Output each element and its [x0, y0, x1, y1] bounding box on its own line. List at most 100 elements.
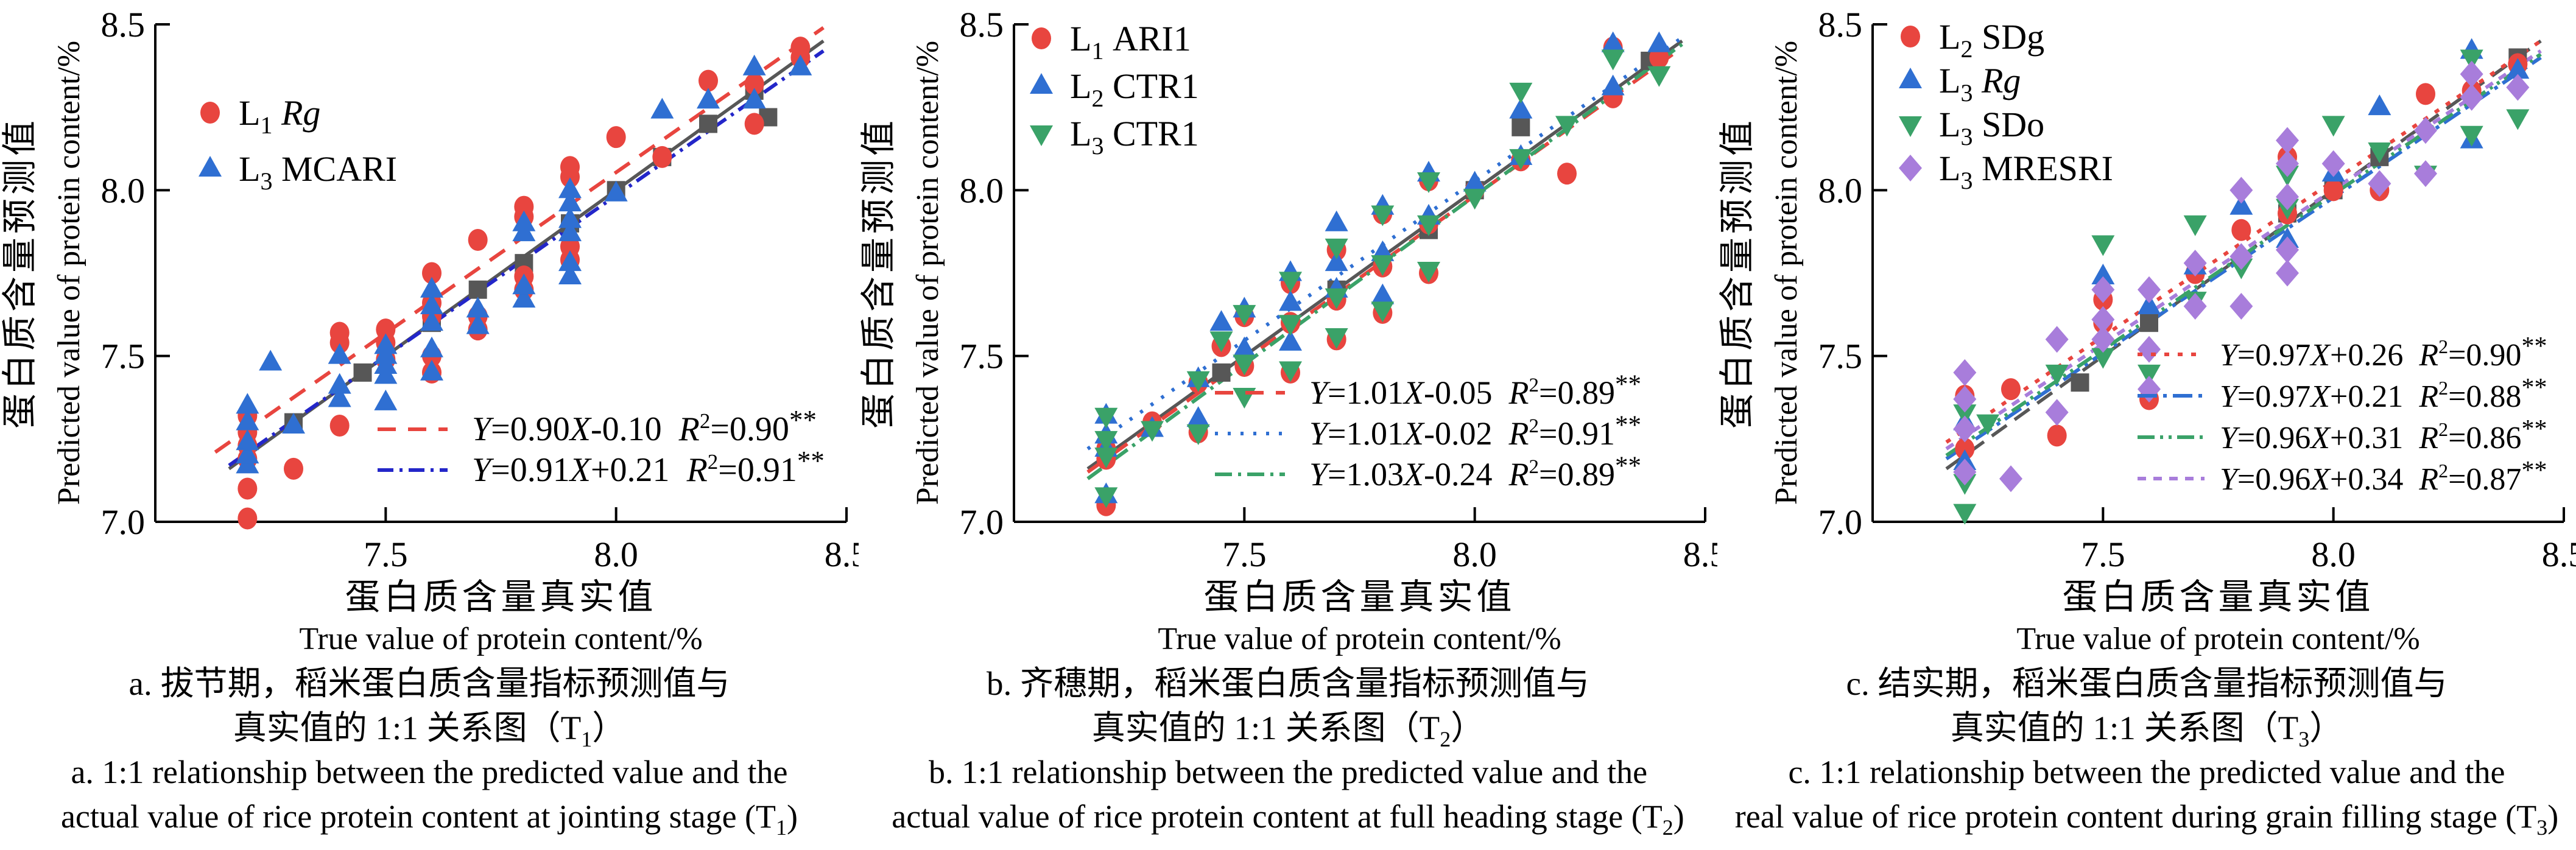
- scatter-point: [2414, 160, 2437, 188]
- scatter-point: [1186, 406, 1210, 427]
- legend-triangle-icon: [1030, 73, 1053, 94]
- scatter-point: [2183, 250, 2207, 277]
- scatter-point: [2229, 177, 2253, 204]
- caption-text: a. 拔节期，稻米蛋白质含量指标预测值与: [128, 665, 730, 702]
- caption-b-en-line1: b. 1:1 relationship between the predicte…: [859, 750, 1717, 795]
- scatter-point: [2506, 74, 2530, 101]
- caption-text: ): [1673, 798, 1684, 835]
- identity-square-marker: [468, 280, 487, 299]
- scatter-point: [1601, 31, 1625, 52]
- x-tick-label: 7.5: [364, 535, 408, 574]
- scatter-point: [2183, 215, 2207, 236]
- caption-b: b. 齐穗期，稻米蛋白质含量指标预测值与 真实值的 1:1 关系图（T2） b.…: [859, 658, 1717, 839]
- scatter-point: [2047, 424, 2067, 447]
- scatter-point: [328, 373, 351, 394]
- equation-item: Y=1.03X-0.24 R2=0.89**: [1215, 452, 1641, 493]
- scatter-point: [1555, 116, 1578, 137]
- y-axis-title-en: Predicted value of protein content/%: [52, 41, 86, 505]
- caption-subscript: 2: [1662, 815, 1673, 840]
- y-tick-label: 7.0: [101, 502, 146, 542]
- caption-subscript: 3: [2298, 727, 2310, 751]
- scatter-point: [1094, 407, 1118, 429]
- caption-text: 真实值的 1:1 关系图（T: [233, 709, 582, 746]
- legend: L1 Rg L3 MCARI: [199, 93, 397, 195]
- scatter-point: [744, 113, 764, 135]
- caption-b-zh-line1: b. 齐穗期，稻米蛋白质含量指标预测值与: [859, 661, 1717, 706]
- scatter-plot-full-heading-stage: 7.0 7.5 8.0 8.5 7.5 8.0 8.5 蛋白质含量预测值 Predicted v…: [859, 5, 1717, 656]
- legend-diamond-icon: [1899, 155, 1922, 181]
- scatter-point: [742, 88, 766, 109]
- scatter-point: [1233, 354, 1256, 376]
- panel-b: 7.0 7.5 8.0 8.5 7.5 8.0 8.5 蛋白质含量预测值 Predicted v…: [859, 0, 1717, 850]
- equation-item: Y=0.96X+0.34 R2=0.87**: [2138, 457, 2547, 497]
- y-tick-label: 8.5: [1818, 5, 1863, 44]
- scatter-point: [1209, 331, 1233, 353]
- scatter-point: [1601, 74, 1625, 96]
- scatter-series-L3-MCARI: [236, 54, 812, 474]
- equation-legend: Y=0.90X-0.10 R2=0.90**Y=0.91X+0.21 R2=0.…: [378, 405, 825, 489]
- y-tick-label: 8.0: [101, 170, 146, 210]
- legend-item: L3 SDo: [1899, 105, 2044, 150]
- scatter-point: [1325, 288, 1348, 309]
- scatter-point: [284, 457, 303, 480]
- scatter-point: [282, 413, 305, 434]
- legend-item: L2 SDg: [1901, 17, 2044, 63]
- scatter-series-L3-CTR1: [1094, 49, 1671, 508]
- y-axis-title-en: Predicted value of protein content/%: [1769, 41, 1804, 505]
- scatter-point: [420, 310, 443, 331]
- caption-b-zh-line2: 真实值的 1:1 关系图（T2）: [859, 706, 1717, 750]
- scatter-point: [1141, 421, 1164, 442]
- y-axis-title-zh: 蛋白质含量预测值: [1717, 117, 1757, 429]
- scatter-plot-grain-filling-stage: 7.0 7.5 8.0 8.5 7.5 8.0 8.5 蛋白质含量预测值 Predicted v…: [1717, 5, 2576, 656]
- scatter-point: [697, 88, 720, 109]
- scatter-point: [259, 349, 283, 371]
- x-tick-label: 7.5: [2081, 535, 2125, 574]
- equation-text: Y=1.03X-0.24 R2=0.89**: [1309, 452, 1641, 493]
- caption-text: ）: [2309, 709, 2343, 746]
- scatter-point: [420, 276, 443, 298]
- caption-a-zh-line2: 真实值的 1:1 关系图（T1）: [0, 706, 859, 750]
- scatter-point: [1417, 262, 1440, 283]
- x-axis-title-en: True value of protein content/%: [2016, 622, 2419, 656]
- scatter-point: [374, 389, 398, 410]
- scatter-point: [744, 73, 764, 96]
- scatter-point: [329, 415, 350, 437]
- caption-a: a. 拔节期，稻米蛋白质含量指标预测值与 真实值的 1:1 关系图（T1） a.…: [0, 658, 859, 839]
- scatter-point: [420, 359, 443, 381]
- scatter-point: [1601, 49, 1625, 71]
- legend-triangle-down-icon: [1899, 116, 1922, 137]
- scatter-point: [789, 54, 812, 76]
- y-tick-label: 7.5: [1818, 337, 1863, 376]
- caption-text: ): [2547, 798, 2559, 835]
- scatter-point: [2183, 292, 2207, 320]
- panel-a: 7.0 7.5 8.0 8.5 7.5 8.0 8.5 蛋白质含量预测值 Predicted v…: [0, 0, 859, 850]
- legend-label: L3 Rg: [1939, 61, 2021, 107]
- equation-item: Y=0.91X+0.21 R2=0.91**: [378, 446, 825, 489]
- caption-text: 真实值的 1:1 关系图（T: [1091, 709, 1440, 746]
- scatter-point: [2138, 276, 2161, 303]
- scatter-point: [1325, 210, 1348, 231]
- regression-line: [1945, 49, 2542, 451]
- x-tick-label: 8.5: [825, 535, 859, 574]
- legend-label: L3 CTR1: [1070, 114, 1199, 160]
- caption-subscript: 2: [1440, 727, 1451, 751]
- scatter-point: [742, 54, 766, 76]
- scatter-point: [1279, 361, 1302, 382]
- x-axis-title-en: True value of protein content/%: [299, 622, 702, 656]
- regression-line: [1086, 36, 1683, 451]
- legend-circle-icon: [200, 102, 220, 124]
- x-axis-title-en: True value of protein content/%: [1158, 622, 1561, 656]
- scatter-point: [1557, 163, 1577, 185]
- legend-item: L1 ARI1: [1032, 19, 1191, 65]
- scatter-point: [1186, 424, 1210, 445]
- scatter-point: [1953, 359, 1977, 386]
- scatter-point: [1953, 385, 1977, 413]
- equation-item: Y=0.90X-0.10 R2=0.90**: [378, 405, 817, 448]
- scatter-point: [1209, 310, 1233, 331]
- regression-line: [228, 49, 825, 467]
- scatter-point: [2229, 194, 2253, 215]
- y-tick-label: 7.0: [960, 502, 1004, 542]
- scatter-point: [1094, 487, 1118, 508]
- scatter-point: [2506, 58, 2530, 79]
